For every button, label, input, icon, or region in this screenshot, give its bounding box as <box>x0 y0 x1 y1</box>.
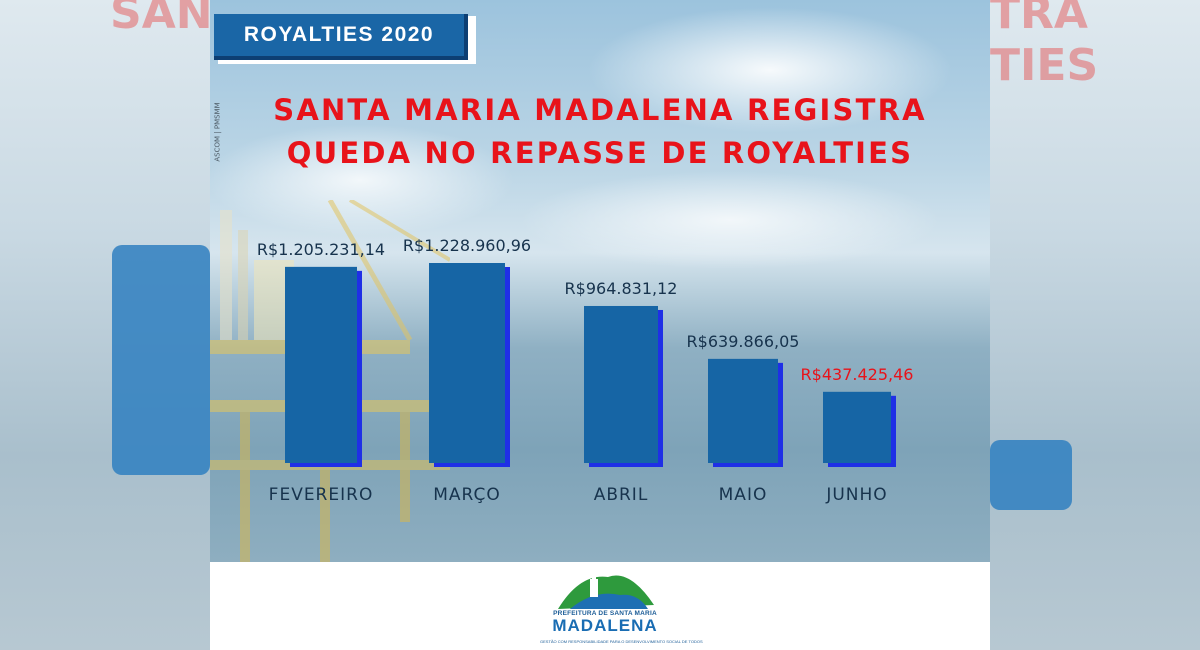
value-label-março: R$1.228.960,96 <box>403 236 531 255</box>
bar-março <box>429 263 505 463</box>
category-label-junho: JUNHO <box>825 485 887 505</box>
bar-maio <box>708 358 778 463</box>
headline-line-1: SANTA MARIA MADALENA REGISTRA <box>273 93 927 127</box>
value-label-fevereiro: R$1.205.231,14 <box>257 240 385 259</box>
poster: ROYALTIES 2020 ASCOM | PMSMM SANTA MARIA… <box>210 0 990 650</box>
oil-platform-illustration <box>210 200 450 562</box>
left-blurred-background: SAN <box>0 0 213 650</box>
category-label-fevereiro: FEVEREIRO <box>269 485 374 505</box>
right-blurred-bar <box>990 440 1072 510</box>
value-label-maio: R$639.866,05 <box>687 332 800 351</box>
category-label-maio: MAIO <box>719 485 768 505</box>
left-blurred-bar <box>112 245 210 475</box>
category-label-abril: ABRIL <box>594 485 649 505</box>
right-blurred-text-2: TIES <box>990 40 1099 91</box>
royalties-bar-chart: R$1.205.231,14 FEVEREIRO R$1.228.960,96 MAR… <box>257 236 914 505</box>
left-blurred-text: SAN <box>110 0 213 39</box>
right-blurred-text-1: TRA <box>990 0 1088 39</box>
right-blurred-background: TRA TIES <box>990 0 1200 650</box>
category-label-março: MARÇO <box>433 485 501 505</box>
bar-fevereiro <box>285 266 357 463</box>
bar-abril <box>584 305 658 463</box>
bar-junho <box>823 391 891 463</box>
headline-line-2: QUEDA NO REPASSE DE ROYALTIES <box>286 136 914 170</box>
logo-org-line: PREFEITURA DE SANTA MARIA <box>553 610 657 617</box>
year-badge: ROYALTIES 2020 <box>214 14 468 60</box>
logo-name: MADALENA <box>552 616 658 635</box>
madalena-logo-icon <box>558 573 654 609</box>
value-label-abril: R$964.831,12 <box>565 279 678 298</box>
logo-tagline: GESTÃO COM RESPONSABILIDADE PARA O DESEN… <box>540 639 703 644</box>
value-label-junho: R$437.425,46 <box>801 365 914 384</box>
